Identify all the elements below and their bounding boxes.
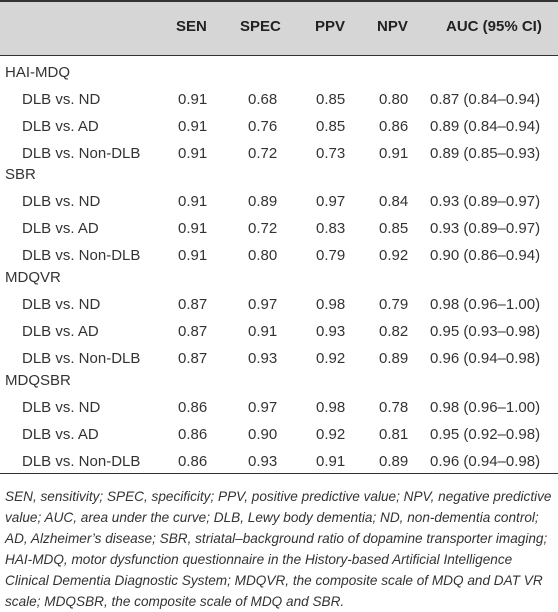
cell-sen: 0.91 bbox=[178, 145, 208, 162]
cell-ppv: 0.73 bbox=[316, 145, 346, 162]
row-label: DLB vs. ND bbox=[22, 399, 101, 416]
table-row: DLB vs. ND 0.91 0.68 0.85 0.80 0.87 (0.84–0.9… bbox=[0, 85, 558, 113]
cell-ppv: 0.98 bbox=[316, 296, 346, 313]
row-label: DLB vs. AD bbox=[22, 426, 99, 443]
table-footnote: SEN, sensitivity; SPEC, specificity; PPV… bbox=[5, 489, 552, 609]
group-label: SBR bbox=[5, 166, 36, 183]
cell-sen: 0.86 bbox=[178, 453, 208, 470]
row-label: DLB vs. AD bbox=[22, 220, 99, 237]
cell-npv: 0.78 bbox=[379, 399, 409, 416]
row-label: DLB vs. ND bbox=[22, 193, 101, 210]
cell-ppv: 0.83 bbox=[316, 220, 346, 237]
header-rule bbox=[0, 55, 558, 56]
row-label: DLB vs. Non-DLB bbox=[22, 145, 141, 162]
table-row: DLB vs. AD 0.91 0.76 0.85 0.86 0.89 (0.84–0.9… bbox=[0, 112, 558, 140]
cell-npv: 0.85 bbox=[379, 220, 409, 237]
cell-npv: 0.92 bbox=[379, 247, 409, 264]
row-label: DLB vs. ND bbox=[22, 91, 101, 108]
cell-auc: 0.98 (0.96–1.00) bbox=[430, 296, 541, 313]
cell-spec: 0.97 bbox=[248, 399, 278, 416]
cell-sen: 0.86 bbox=[178, 426, 208, 443]
cell-spec: 0.72 bbox=[248, 220, 278, 237]
table-row: DLB vs. AD 0.91 0.72 0.83 0.85 0.93 (0.89–0.9… bbox=[0, 214, 558, 242]
cell-npv: 0.79 bbox=[379, 296, 409, 313]
cell-auc: 0.98 (0.96–1.00) bbox=[430, 399, 541, 416]
header-ppv: PPV bbox=[315, 18, 346, 35]
cell-npv: 0.91 bbox=[379, 145, 409, 162]
table-row: DLB vs. Non-DLB 0.87 0.93 0.92 0.89 0.96 (0.9… bbox=[0, 344, 558, 372]
cell-spec: 0.91 bbox=[248, 323, 278, 340]
cell-spec: 0.68 bbox=[248, 91, 278, 108]
cell-ppv: 0.92 bbox=[316, 350, 346, 367]
cell-ppv: 0.97 bbox=[316, 193, 346, 210]
cell-spec: 0.72 bbox=[248, 145, 278, 162]
bottom-rule bbox=[0, 473, 558, 474]
table-header bbox=[0, 0, 558, 55]
cell-ppv: 0.85 bbox=[316, 91, 346, 108]
row-label: DLB vs. Non-DLB bbox=[22, 350, 141, 367]
cell-sen: 0.91 bbox=[178, 91, 208, 108]
cell-spec: 0.76 bbox=[248, 118, 278, 135]
row-label: DLB vs. ND bbox=[22, 296, 101, 313]
table-row: DLB vs. ND 0.86 0.97 0.98 0.78 0.98 (0.96–1.0… bbox=[0, 393, 558, 421]
cell-npv: 0.84 bbox=[379, 193, 409, 210]
cell-sen: 0.87 bbox=[178, 296, 208, 313]
cell-sen: 0.91 bbox=[178, 118, 208, 135]
cell-sen: 0.87 bbox=[178, 350, 208, 367]
cell-npv: 0.89 bbox=[379, 350, 409, 367]
cell-auc: 0.93 (0.89–0.97) bbox=[430, 220, 541, 237]
cell-sen: 0.87 bbox=[178, 323, 208, 340]
cell-ppv: 0.93 bbox=[316, 323, 346, 340]
header-spec: SPEC bbox=[240, 18, 281, 35]
cell-spec: 0.93 bbox=[248, 350, 278, 367]
cell-auc: 0.95 (0.92–0.98) bbox=[430, 426, 541, 443]
cell-ppv: 0.79 bbox=[316, 247, 346, 264]
table-row: DLB vs. Non-DLB 0.91 0.72 0.73 0.91 0.89 (0.8… bbox=[0, 139, 558, 167]
table-row: DLB vs. ND 0.87 0.97 0.98 0.79 0.98 (0.96–1.0… bbox=[0, 290, 558, 318]
group-label: HAI-MDQ bbox=[5, 64, 70, 81]
cell-auc: 0.87 (0.84–0.94) bbox=[430, 91, 541, 108]
table-row: DLB vs. Non-DLB 0.91 0.80 0.79 0.92 0.90 (0.8… bbox=[0, 241, 558, 269]
cell-npv: 0.80 bbox=[379, 91, 409, 108]
header-sen: SEN bbox=[176, 18, 207, 35]
cell-sen: 0.91 bbox=[178, 247, 208, 264]
cell-sen: 0.91 bbox=[178, 220, 208, 237]
row-label: DLB vs. Non-DLB bbox=[22, 247, 141, 264]
row-label: DLB vs. AD bbox=[22, 118, 99, 135]
cell-auc: 0.96 (0.94–0.98) bbox=[430, 453, 541, 470]
cell-auc: 0.90 (0.86–0.94) bbox=[430, 247, 541, 264]
cell-spec: 0.89 bbox=[248, 193, 278, 210]
group-label: MDQVR bbox=[5, 269, 61, 286]
table-row: DLB vs. Non-DLB 0.86 0.93 0.91 0.89 0.96 (0.9… bbox=[0, 447, 558, 475]
header-auc: AUC (95% CI) bbox=[446, 18, 542, 35]
cell-auc: 0.89 (0.84–0.94) bbox=[430, 118, 541, 135]
cell-auc: 0.96 (0.94–0.98) bbox=[430, 350, 541, 367]
cell-ppv: 0.91 bbox=[316, 453, 346, 470]
cell-ppv: 0.98 bbox=[316, 399, 346, 416]
cell-sen: 0.86 bbox=[178, 399, 208, 416]
top-rule bbox=[0, 0, 558, 2]
cell-ppv: 0.92 bbox=[316, 426, 346, 443]
cell-sen: 0.91 bbox=[178, 193, 208, 210]
cell-npv: 0.89 bbox=[379, 453, 409, 470]
cell-spec: 0.93 bbox=[248, 453, 278, 470]
cell-npv: 0.86 bbox=[379, 118, 409, 135]
header-npv: NPV bbox=[377, 18, 408, 35]
row-label: DLB vs. AD bbox=[22, 323, 99, 340]
row-label: DLB vs. Non-DLB bbox=[22, 453, 141, 470]
table-row: DLB vs. AD 0.87 0.91 0.93 0.82 0.95 (0.93–0.9… bbox=[0, 317, 558, 345]
table-row: DLB vs. ND 0.91 0.89 0.97 0.84 0.93 (0.89–0.9… bbox=[0, 187, 558, 215]
cell-npv: 0.81 bbox=[379, 426, 409, 443]
cell-spec: 0.97 bbox=[248, 296, 278, 313]
group-label: MDQSBR bbox=[5, 372, 71, 389]
cell-ppv: 0.85 bbox=[316, 118, 346, 135]
cell-spec: 0.80 bbox=[248, 247, 278, 264]
cell-auc: 0.89 (0.85–0.93) bbox=[430, 145, 541, 162]
cell-spec: 0.90 bbox=[248, 426, 278, 443]
cell-auc: 0.93 (0.89–0.97) bbox=[430, 193, 541, 210]
table-row: DLB vs. AD 0.86 0.90 0.92 0.81 0.95 (0.92–0.9… bbox=[0, 420, 558, 448]
cell-auc: 0.95 (0.93–0.98) bbox=[430, 323, 541, 340]
cell-npv: 0.82 bbox=[379, 323, 409, 340]
